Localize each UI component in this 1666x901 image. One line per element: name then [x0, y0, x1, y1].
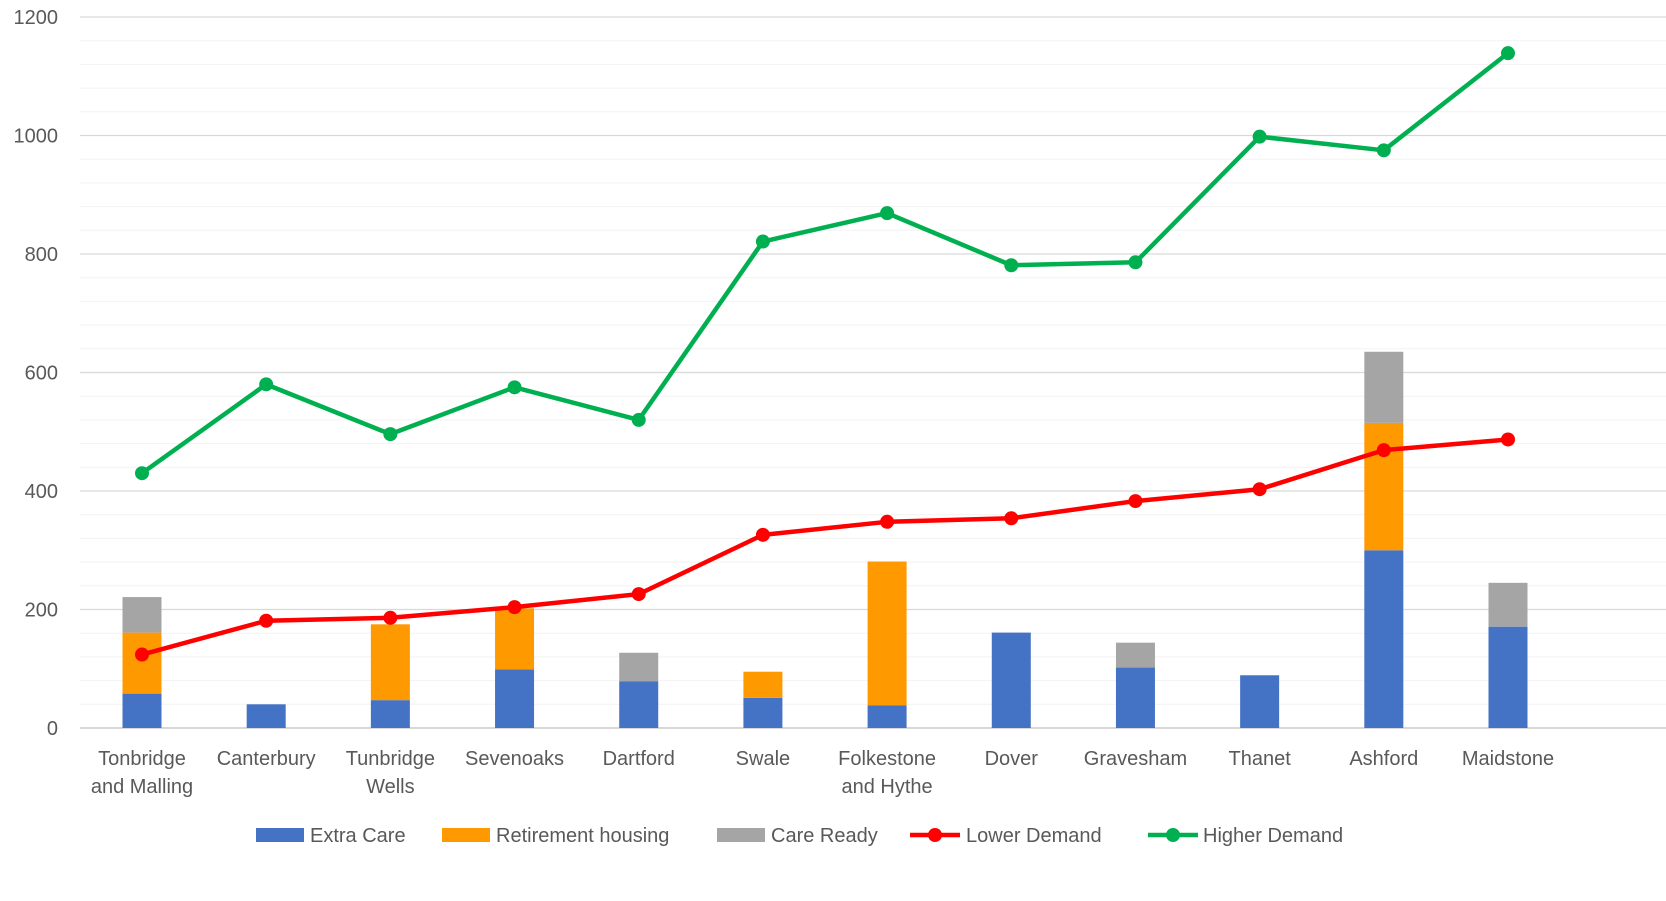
y-tick-label: 200	[25, 600, 58, 622]
bar-retirement-housing	[370, 624, 410, 701]
legend: Extra Care Retirement housing Care Ready Lo…	[256, 825, 1343, 847]
x-category-label: Sevenoaks	[465, 748, 564, 770]
point-higher-demand	[755, 234, 770, 249]
point-higher-demand	[880, 206, 895, 221]
point-lower-demand	[1501, 432, 1515, 447]
bar-retirement-housing	[495, 608, 535, 670]
point-higher-demand	[259, 377, 274, 392]
line-higher-demand	[139, 50, 1511, 476]
legend-swatch	[442, 828, 490, 842]
bar-retirement-housing	[122, 632, 162, 694]
bar-retirement-housing	[1364, 422, 1404, 551]
legend-swatch-marker	[1166, 828, 1180, 842]
bar-extra-care	[1115, 667, 1155, 728]
point-lower-demand	[1128, 494, 1143, 509]
legend-label: Care Ready	[771, 825, 878, 847]
legend-swatch	[256, 828, 304, 842]
point-lower-demand	[383, 610, 398, 625]
point-higher-demand	[1004, 258, 1019, 273]
x-category-label: Dartford	[603, 748, 675, 770]
bar-extra-care	[743, 697, 783, 728]
bar-extra-care	[991, 632, 1031, 728]
x-category-label: Folkestone and Hythe	[838, 748, 936, 798]
point-higher-demand	[1376, 143, 1391, 158]
bar-care-ready	[1115, 642, 1155, 668]
x-category-label: Tonbridge and Malling	[91, 748, 193, 798]
x-category-label: Tunbridge Wells	[346, 748, 435, 798]
bar-extra-care	[246, 704, 286, 728]
point-lower-demand	[1252, 482, 1267, 497]
y-tick-label: 1200	[14, 7, 59, 29]
bar-extra-care	[495, 669, 535, 728]
bar-care-ready	[619, 652, 659, 682]
bar-extra-care	[1364, 550, 1404, 728]
point-lower-demand	[755, 527, 770, 542]
x-category-label: Dover	[985, 748, 1039, 770]
bar-extra-care	[1240, 675, 1280, 728]
bar-care-ready	[1488, 582, 1528, 627]
x-category-label: Ashford	[1349, 748, 1418, 770]
point-lower-demand	[1004, 511, 1019, 526]
point-lower-demand	[259, 613, 274, 628]
legend-label: Higher Demand	[1203, 825, 1343, 847]
point-higher-demand	[1501, 46, 1515, 61]
bar-extra-care	[1488, 626, 1528, 728]
point-higher-demand	[1128, 255, 1143, 270]
legend-label: Extra Care	[310, 825, 406, 847]
point-lower-demand	[507, 600, 522, 615]
bar-retirement-housing	[867, 561, 907, 706]
point-higher-demand	[383, 427, 398, 442]
legend-swatch	[717, 828, 765, 842]
x-category-label: Gravesham	[1084, 748, 1187, 770]
point-higher-demand	[507, 380, 522, 395]
point-higher-demand	[1252, 129, 1267, 144]
legend-label: Lower Demand	[966, 825, 1102, 847]
y-axis: 0 200 400 600 800 1000 1200	[14, 7, 59, 740]
legend-swatch-marker	[928, 828, 942, 842]
x-category-label: Maidstone	[1462, 748, 1554, 770]
legend-label: Retirement housing	[496, 825, 669, 847]
x-category-label: Swale	[736, 748, 790, 770]
bar-care-ready	[122, 597, 162, 633]
point-lower-demand	[1376, 443, 1391, 458]
bar-extra-care	[370, 700, 410, 728]
point-lower-demand	[135, 647, 149, 662]
point-lower-demand	[631, 587, 646, 602]
bar-extra-care	[619, 681, 659, 728]
point-higher-demand	[135, 466, 149, 481]
bar-retirement-housing	[743, 671, 783, 698]
bar-extra-care	[867, 705, 907, 728]
y-tick-label: 600	[25, 363, 58, 385]
point-higher-demand	[631, 412, 646, 427]
y-tick-label: 1000	[14, 126, 59, 148]
x-category-label: Thanet	[1229, 748, 1292, 770]
y-tick-label: 400	[25, 481, 58, 503]
stacked-bars	[122, 351, 1528, 728]
x-category-label: Canterbury	[217, 748, 316, 770]
minor-gridlines	[80, 40, 1666, 705]
line-lower-demand	[139, 437, 1511, 657]
bar-care-ready	[1364, 351, 1404, 423]
x-axis: Tonbridge and Malling Canterbury Tunbridge W…	[91, 748, 1554, 798]
bar-extra-care	[122, 693, 162, 728]
demand-lines	[135, 46, 1515, 662]
y-tick-label: 0	[47, 718, 58, 740]
y-tick-label: 800	[25, 244, 58, 266]
point-lower-demand	[880, 514, 895, 529]
